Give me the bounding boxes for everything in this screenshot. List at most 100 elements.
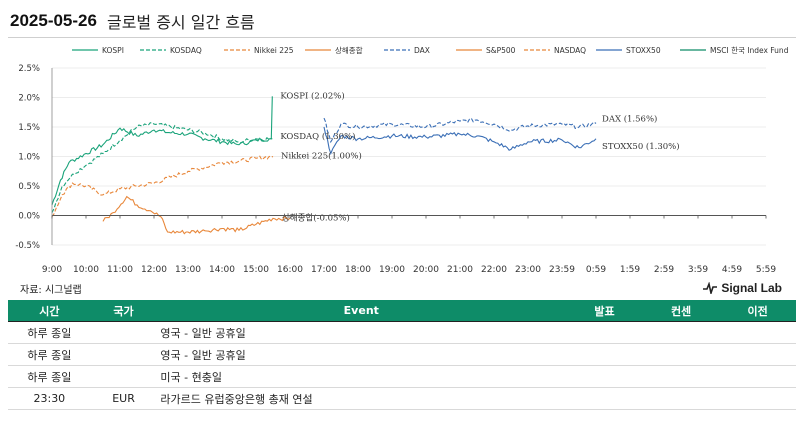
title-bar: 2025-05-26 글로벌 증시 일간 흐름 bbox=[10, 8, 255, 34]
table-row: 하루 종일 영국 - 일반 공휴일 bbox=[8, 343, 796, 366]
cell-time: 하루 종일 bbox=[8, 343, 91, 366]
market-line-chart: KOSPI KOSDAQ Nikkei 225 상해종합 DAX S&P500 NASDAQ… bbox=[15, 45, 789, 275]
series-end-label: DAX (1.56%) bbox=[602, 113, 657, 124]
y-tick-label: 2.0% bbox=[18, 94, 40, 104]
cell-previous bbox=[719, 343, 796, 366]
calendar-header-row: 시간 국가 Event 발표 컨센 이전 bbox=[8, 300, 796, 322]
page-title: 글로벌 증시 일간 흐름 bbox=[106, 13, 255, 32]
cell-previous bbox=[719, 387, 796, 410]
report-date: 2025-05-26 bbox=[10, 11, 97, 30]
x-tick-label: 13:00 bbox=[175, 265, 201, 275]
y-tick-label: 0.0% bbox=[18, 212, 40, 222]
col-forecast: 컨센 bbox=[642, 300, 720, 322]
brand-name: Signal Lab bbox=[721, 281, 782, 295]
x-tick-label: 20:00 bbox=[413, 265, 439, 275]
cell-country: EUR bbox=[90, 387, 157, 410]
x-tick-label: 9:00 bbox=[42, 265, 62, 275]
series-end-label: KOSDAQ (1.30%) bbox=[280, 131, 355, 142]
x-tick-label: 3:59 bbox=[688, 265, 708, 275]
cell-country bbox=[90, 365, 157, 388]
cell-forecast bbox=[642, 387, 720, 410]
cell-previous bbox=[719, 365, 796, 388]
cell-forecast bbox=[642, 343, 720, 366]
cell-country bbox=[90, 321, 157, 344]
col-time: 시간 bbox=[8, 300, 91, 322]
col-actual: 발표 bbox=[566, 300, 643, 322]
legend-label: Nikkei 225 bbox=[254, 46, 294, 55]
legend-label: S&P500 bbox=[486, 46, 516, 55]
y-tick-label: 1.5% bbox=[18, 123, 40, 133]
cell-previous bbox=[719, 321, 796, 344]
cell-time: 하루 종일 bbox=[8, 365, 91, 388]
cell-actual bbox=[566, 365, 643, 388]
economic-calendar: 시간 국가 Event 발표 컨센 이전 하루 종일 영국 - 일반 공휴일 하… bbox=[8, 300, 796, 410]
table-row: 하루 종일 미국 - 현충일 bbox=[8, 365, 796, 388]
series-end-label: Nikkei 225(1.00%) bbox=[281, 151, 362, 162]
col-event: Event bbox=[156, 300, 567, 322]
col-previous: 이전 bbox=[719, 300, 796, 322]
chart-axes: -0.5% 0.0% 0.5% 1.0% 1.5% 2.0% 2.5% 9:00 10:00 11… bbox=[15, 64, 776, 275]
x-tick-label: 0:59 bbox=[586, 265, 606, 275]
pulse-icon bbox=[703, 282, 718, 294]
title-divider bbox=[8, 37, 796, 38]
cell-forecast bbox=[642, 321, 720, 344]
x-tick-label: 5:59 bbox=[756, 265, 776, 275]
chart-series bbox=[51, 96, 766, 235]
x-tick-label: 23:00 bbox=[515, 265, 541, 275]
cell-country bbox=[90, 343, 157, 366]
series-line bbox=[323, 126, 597, 156]
x-tick-label: 23:59 bbox=[549, 265, 575, 275]
brand-logo: Signal Lab bbox=[703, 281, 782, 295]
y-tick-label: 0.5% bbox=[18, 182, 40, 192]
series-end-label: KOSPI (2.02%) bbox=[280, 90, 344, 101]
source-note: 자료: 시그널랩 bbox=[20, 285, 82, 296]
legend-label: DAX bbox=[414, 46, 430, 55]
cell-time: 23:30 bbox=[8, 387, 91, 410]
y-tick-label: -0.5% bbox=[15, 241, 40, 251]
cell-event: 미국 - 현충일 bbox=[156, 365, 567, 388]
x-tick-label: 12:00 bbox=[141, 265, 167, 275]
y-tick-label: 2.5% bbox=[18, 64, 40, 74]
cell-forecast bbox=[642, 365, 720, 388]
chart-end-labels: KOSPI (2.02%) KOSDAQ (1.30%) Nikkei 225(1.… bbox=[280, 90, 679, 223]
x-tick-label: 2:59 bbox=[654, 265, 674, 275]
x-tick-label: 21:00 bbox=[447, 265, 473, 275]
legend-label: KOSDAQ bbox=[170, 46, 202, 55]
x-tick-label: 18:00 bbox=[345, 265, 371, 275]
x-tick-label: 11:00 bbox=[107, 265, 133, 275]
x-tick-label: 1:59 bbox=[620, 265, 640, 275]
x-tick-label: 16:00 bbox=[277, 265, 303, 275]
series-line bbox=[51, 122, 273, 213]
cell-time: 하루 종일 bbox=[8, 321, 91, 344]
series-line bbox=[102, 195, 291, 235]
col-country: 국가 bbox=[90, 300, 157, 322]
x-tick-label: 17:00 bbox=[311, 265, 337, 275]
x-tick-label: 14:00 bbox=[209, 265, 235, 275]
cell-event: 영국 - 일반 공휴일 bbox=[156, 343, 567, 366]
cell-actual bbox=[566, 343, 643, 366]
x-tick-label: 15:00 bbox=[243, 265, 269, 275]
cell-event: 영국 - 일반 공휴일 bbox=[156, 321, 567, 344]
x-tick-label: 19:00 bbox=[379, 265, 405, 275]
table-row: 하루 종일 영국 - 일반 공휴일 bbox=[8, 321, 796, 344]
x-tick-label: 4:59 bbox=[722, 265, 742, 275]
cell-event: 라가르드 유럽중앙은행 총재 연설 bbox=[156, 387, 567, 410]
x-tick-label: 10:00 bbox=[73, 265, 99, 275]
series-line bbox=[51, 96, 273, 206]
chart-grid bbox=[52, 67, 766, 246]
series-end-label: 상해종합(-0.05%) bbox=[282, 212, 350, 223]
legend-label: MSCI 한국 Index Fund bbox=[710, 46, 789, 55]
x-tick-label: 22:00 bbox=[481, 265, 507, 275]
series-end-label: STOXX50 (1.30%) bbox=[602, 141, 680, 152]
table-row: 23:30 EUR 라가르드 유럽중앙은행 총재 연설 bbox=[8, 387, 796, 410]
cell-actual bbox=[566, 321, 643, 344]
legend-label: NASDAQ bbox=[554, 46, 586, 55]
cell-actual bbox=[566, 387, 643, 410]
chart-legend: KOSPI KOSDAQ Nikkei 225 상해종합 DAX S&P500 NASDAQ… bbox=[72, 45, 789, 55]
legend-label: STOXX50 bbox=[626, 46, 661, 55]
series-line bbox=[323, 117, 597, 144]
legend-label: KOSPI bbox=[102, 46, 124, 55]
legend-label: 상해종합 bbox=[335, 45, 363, 55]
series-line bbox=[51, 155, 274, 218]
y-tick-label: 1.0% bbox=[18, 153, 40, 163]
